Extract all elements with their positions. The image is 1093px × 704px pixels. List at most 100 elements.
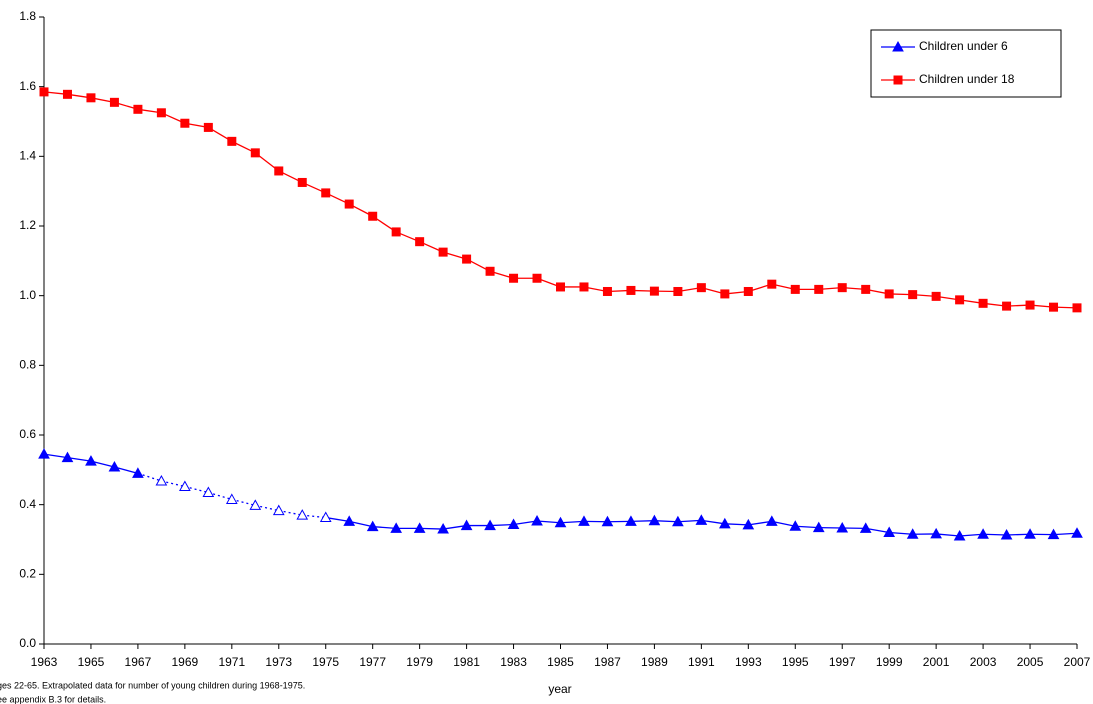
x-tick-label: 1985	[547, 655, 574, 669]
series	[38, 448, 1083, 541]
marker	[484, 519, 496, 531]
line-segment	[255, 504, 279, 512]
marker	[109, 97, 119, 107]
y-tick-label: 0.0	[19, 636, 36, 650]
line-segment	[513, 520, 538, 526]
line-segment	[560, 520, 585, 524]
marker	[767, 279, 777, 289]
footnote: Ages 22-65. Extrapolated data for number…	[0, 680, 305, 690]
marker	[554, 516, 567, 528]
marker	[601, 515, 614, 527]
marker	[672, 515, 684, 527]
footnote: See appendix B.3 for details.	[0, 694, 106, 704]
marker	[133, 104, 143, 114]
marker	[203, 122, 213, 132]
line-segment	[137, 472, 162, 482]
marker	[579, 282, 589, 292]
line-segment	[677, 519, 702, 523]
marker	[906, 528, 919, 539]
line-segment	[795, 525, 819, 529]
line-segment	[1053, 532, 1078, 536]
marker	[39, 87, 49, 97]
marker	[344, 199, 354, 209]
marker	[155, 474, 168, 486]
marker	[321, 188, 331, 198]
marker	[893, 75, 903, 85]
marker	[837, 283, 847, 293]
marker	[1047, 528, 1060, 540]
marker	[438, 247, 448, 257]
marker	[343, 515, 356, 526]
marker	[366, 520, 379, 532]
x-tick-label: 2005	[1017, 655, 1044, 669]
marker	[720, 289, 730, 299]
x-tick-label: 2007	[1064, 655, 1091, 669]
x-tick-label: 2003	[970, 655, 997, 669]
marker	[297, 177, 307, 187]
line-segment	[865, 527, 890, 534]
x-axis-label: year	[548, 682, 571, 696]
marker	[460, 519, 473, 531]
x-tick-label: 1999	[876, 655, 903, 669]
y-tick-label: 0.4	[19, 497, 36, 511]
line-segment	[701, 519, 725, 525]
marker	[1049, 302, 1059, 312]
line-segment	[654, 520, 678, 523]
line-segment	[302, 514, 326, 519]
marker	[437, 523, 449, 534]
marker	[296, 509, 309, 520]
marker	[789, 520, 802, 531]
line-segment	[231, 498, 256, 506]
line-segment	[372, 525, 397, 530]
line-segment	[67, 456, 92, 462]
x-tick-label: 1975	[312, 655, 339, 669]
x-tick-label: 1993	[735, 655, 762, 669]
marker	[391, 227, 401, 237]
marker	[892, 40, 904, 52]
marker	[695, 514, 708, 525]
marker	[765, 515, 778, 526]
x-tick-label: 1965	[78, 655, 105, 669]
marker	[649, 286, 659, 296]
marker	[790, 284, 800, 294]
line-segment	[959, 533, 984, 537]
line-segment	[536, 520, 561, 524]
line-segment	[161, 480, 186, 488]
marker	[132, 467, 144, 478]
marker	[883, 526, 896, 538]
line-segment	[771, 520, 796, 527]
x-tick-label: 1979	[406, 655, 433, 669]
marker	[272, 504, 285, 516]
marker	[696, 283, 706, 293]
marker	[180, 118, 190, 128]
marker	[648, 514, 661, 526]
marker	[108, 461, 121, 472]
marker	[836, 521, 849, 533]
line-segment	[278, 509, 303, 516]
line-segment	[90, 460, 115, 468]
line-segment	[490, 523, 514, 527]
marker	[602, 286, 612, 296]
x-tick-label: 1967	[125, 655, 152, 669]
marker	[61, 451, 74, 463]
marker	[743, 286, 753, 296]
line-segment	[1006, 533, 1031, 536]
x-tick-label: 1991	[688, 655, 715, 669]
y-tick-label: 0.8	[19, 358, 36, 372]
x-tick-label: 1981	[453, 655, 480, 669]
y-tick-label: 1.4	[19, 149, 36, 163]
line-segment	[349, 520, 373, 528]
marker	[225, 493, 238, 504]
marker	[625, 515, 637, 526]
marker	[319, 511, 332, 523]
line-segment	[43, 453, 68, 459]
marker	[462, 254, 472, 264]
x-tick-label: 1969	[172, 655, 199, 669]
line-segment	[748, 520, 772, 526]
marker	[1072, 303, 1082, 313]
line-segment	[983, 533, 1007, 536]
line-segment	[936, 533, 960, 537]
x-tick-label: 1997	[829, 655, 856, 669]
marker	[156, 108, 166, 118]
marker	[202, 486, 215, 497]
